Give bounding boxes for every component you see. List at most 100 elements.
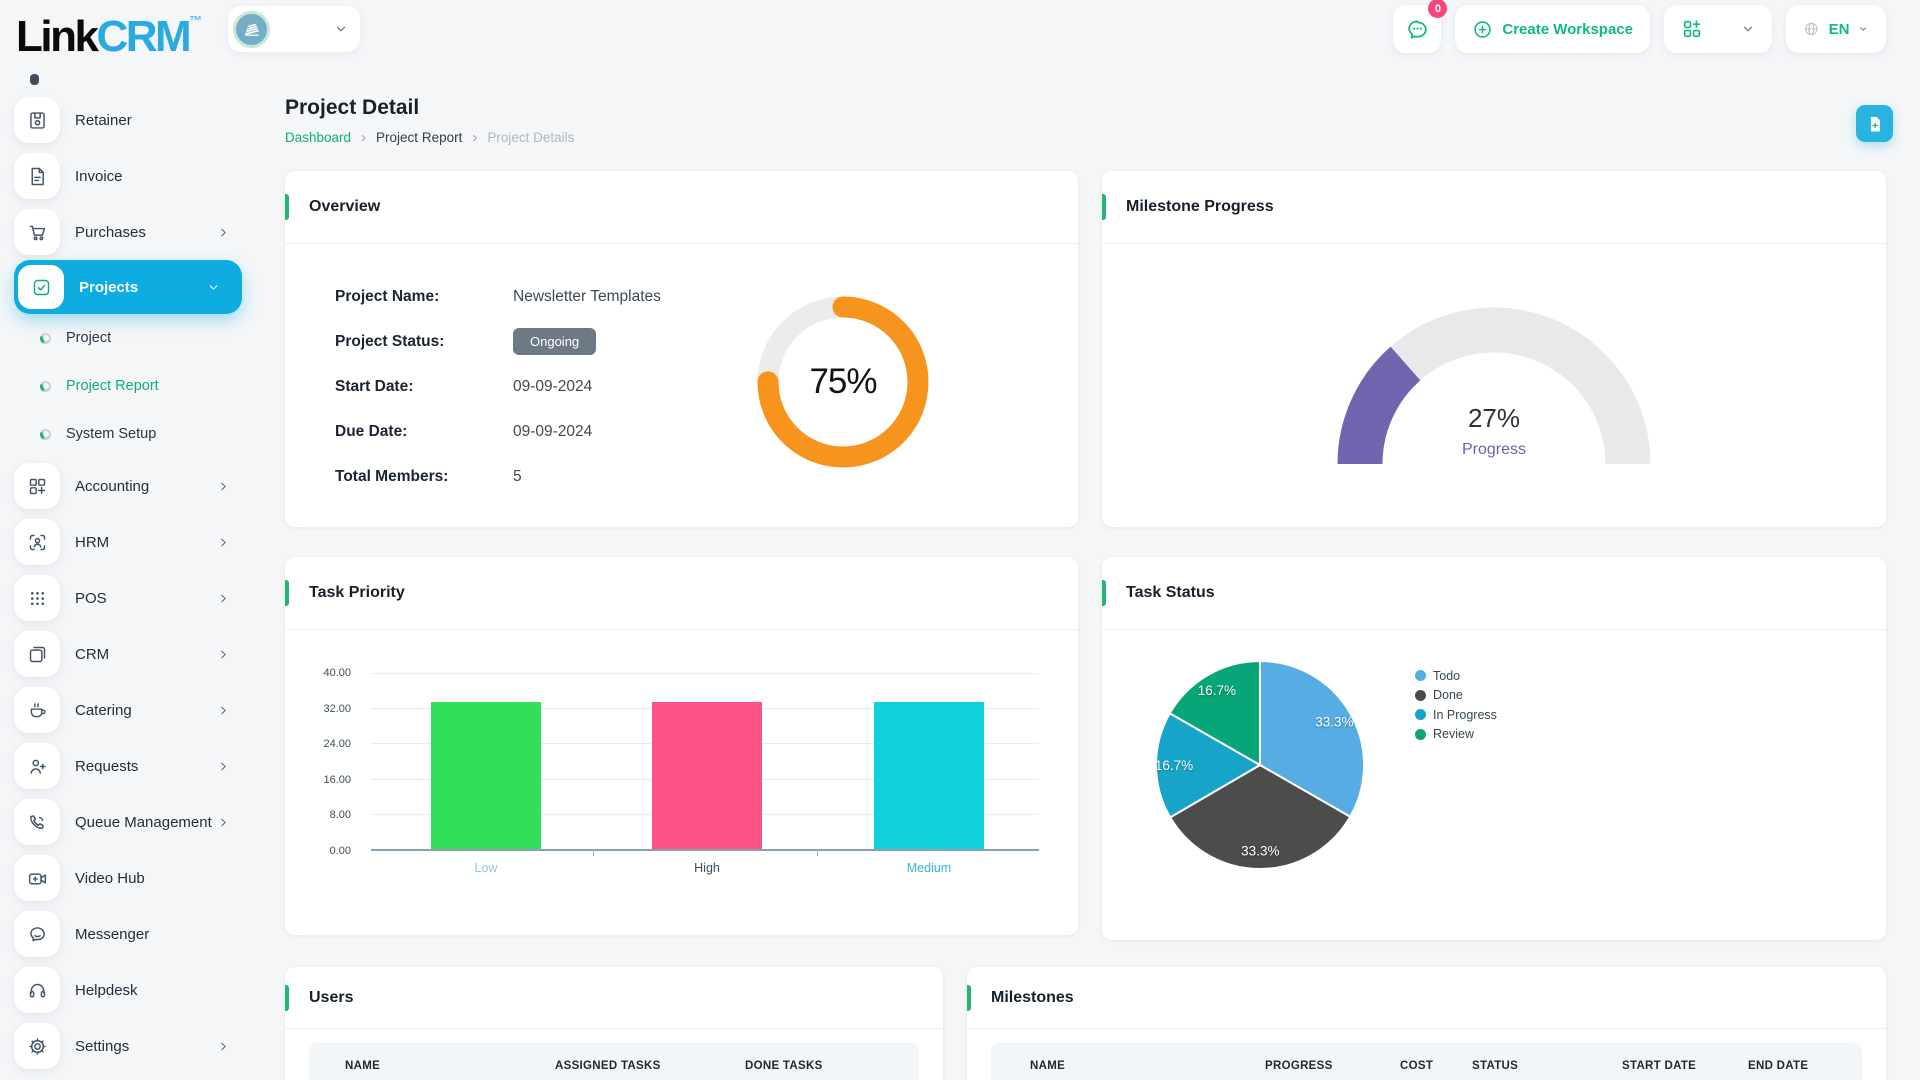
- task-status-card: Task Status 33.3% 33.3% 16.7% 16.7% Todo Don…: [1102, 557, 1886, 940]
- sidebar-item-label: HRM: [75, 533, 110, 551]
- apps-dropdown[interactable]: [1664, 5, 1772, 53]
- pie-slice-done[interactable]: [1168, 763, 1352, 870]
- sidebar-item-pos[interactable]: POS: [14, 570, 252, 626]
- task-priority-yticks: 40.00 32.00 24.00 16.00 8.00 0.00: [299, 667, 365, 857]
- card-accent-bar: [1102, 194, 1106, 220]
- bar-medium[interactable]: [874, 702, 984, 849]
- plus-circle-icon: [1474, 20, 1492, 38]
- logo-text-crm: CRM: [96, 12, 191, 61]
- sidebar-subitem-project[interactable]: Project: [14, 314, 252, 362]
- app-logo[interactable]: LinkCRM™: [16, 0, 202, 66]
- card-header: Users: [285, 967, 943, 1029]
- create-workspace-button[interactable]: Create Workspace: [1455, 5, 1650, 53]
- task-priority-plot: 40.00 32.00 24.00 16.00 8.00 0.00 Low High Medi…: [323, 667, 1039, 875]
- sidebar-item-invoice[interactable]: Invoice: [14, 148, 252, 204]
- chevron-right-icon: [221, 228, 226, 236]
- task-status-pie-svg: 33.3% 33.3% 16.7% 16.7%: [1155, 659, 1365, 870]
- field-label: Due Date:: [335, 422, 408, 440]
- sidebar-item-purchases[interactable]: Purchases: [14, 204, 252, 260]
- column-header-end-date: END DATE: [1748, 1060, 1809, 1072]
- language-code: EN: [1828, 20, 1850, 38]
- card-accent-bar: [1102, 580, 1106, 606]
- y-axis-tick-label: 40.00: [323, 667, 351, 679]
- sidebar-item-video-hub[interactable]: Video Hub: [14, 850, 252, 906]
- milestones-card: Milestones NAME PROGRESS COST STATUS STA…: [967, 967, 1886, 1080]
- sidebar-item-label: Requests: [75, 757, 139, 775]
- sidebar-item-helpdesk[interactable]: Helpdesk: [14, 962, 252, 1018]
- field-project-name: Project Name: Newsletter Templates: [335, 274, 1078, 319]
- sidebar-item-projects[interactable]: Projects: [14, 260, 242, 314]
- field-value: 5: [513, 467, 522, 485]
- card-title: Milestone Progress: [1126, 198, 1274, 215]
- milestone-gauge-sublabel: Progress: [1461, 441, 1527, 458]
- legend-item-in-progress[interactable]: In Progress: [1415, 705, 1497, 725]
- sidebar-item-crm[interactable]: CRM: [14, 626, 252, 682]
- workspace-selector[interactable]: [228, 6, 361, 52]
- bar-high[interactable]: [652, 702, 762, 849]
- task-status-legend: Todo Done In Progress Review: [1415, 666, 1497, 744]
- x-axis-tick: [816, 849, 818, 856]
- language-selector[interactable]: EN: [1786, 5, 1886, 53]
- sidebar-subitem-project-report[interactable]: Project Report: [14, 362, 252, 410]
- sidebar-scroll-thumb[interactable]: [30, 74, 39, 85]
- column-header-cost: COST: [1400, 1060, 1434, 1072]
- invoice-file-icon: [14, 153, 60, 199]
- overlap-squares-icon: [14, 631, 60, 677]
- sidebar-subitem-system-setup[interactable]: System Setup: [14, 410, 252, 458]
- person-scan-icon: [14, 519, 60, 565]
- sidebar-item-settings[interactable]: Settings: [14, 1018, 252, 1074]
- users-table-header: NAME ASSIGNED TASKS DONE TASKS: [309, 1043, 919, 1080]
- pie-slice-review[interactable]: [1168, 659, 1261, 767]
- legend-dot: [1415, 670, 1426, 682]
- pie-slice-in-progress[interactable]: [1155, 711, 1262, 819]
- sidebar-item-label: Messenger: [75, 925, 150, 943]
- column-header-assigned-tasks: ASSIGNED TASKS: [555, 1060, 661, 1072]
- sidebar-item-queue-management[interactable]: Queue Management: [14, 794, 252, 850]
- x-axis-label-medium: Medium: [906, 861, 952, 875]
- column-header-name: NAME: [1030, 1060, 1066, 1072]
- sidebar-item-catering[interactable]: Catering: [14, 682, 252, 738]
- export-report-button[interactable]: [1856, 105, 1893, 142]
- chevron-down-icon: [1743, 26, 1753, 32]
- chat-button[interactable]: 0: [1393, 0, 1448, 53]
- card-accent-bar: [967, 984, 971, 1011]
- completion-donut-value-arc: [757, 296, 929, 468]
- card-header: Overview: [285, 171, 1078, 244]
- sidebar-item-requests[interactable]: Requests: [14, 738, 252, 794]
- legend-label: Review: [1433, 727, 1474, 742]
- field-label: Project Name:: [335, 287, 440, 305]
- dots-grid-icon: [14, 575, 60, 621]
- y-axis-tick-label: 32.00: [323, 702, 351, 715]
- chevron-down-icon: [209, 284, 218, 290]
- chevron-down-icon: [1860, 27, 1867, 31]
- legend-item-review[interactable]: Review: [1415, 725, 1497, 745]
- chevron-right-icon: [221, 482, 226, 490]
- pie-slice-todo[interactable]: [1259, 659, 1365, 819]
- sidebar-item-label: Invoice: [75, 167, 123, 185]
- y-axis-tick-label: 8.00: [329, 809, 351, 822]
- chat-badge: 0: [1428, 0, 1448, 18]
- grid-plus-icon: [14, 463, 60, 509]
- overview-card: Overview Project Name: Newsletter Templa…: [285, 171, 1078, 527]
- breadcrumb-current: Project Details: [487, 130, 575, 145]
- sidebar-item-messenger[interactable]: Messenger: [14, 906, 252, 962]
- card-accent-bar: [285, 984, 289, 1011]
- x-axis-label-high: High: [694, 861, 720, 875]
- milestones-table-header: NAME PROGRESS COST STATUS START DATE END…: [991, 1043, 1862, 1080]
- sidebar-item-hrm[interactable]: HRM: [14, 514, 252, 570]
- sidebar-item-accounting[interactable]: Accounting: [14, 458, 252, 514]
- field-due-date: Due Date: 09-09-2024: [335, 409, 1078, 454]
- legend-item-todo[interactable]: Todo: [1415, 666, 1497, 686]
- sidebar: Retainer Invoice Purchases Projects Proj…: [0, 58, 252, 1080]
- sidebar-item-retainer[interactable]: Retainer: [14, 92, 252, 148]
- progress-ring-icon: [40, 332, 51, 344]
- chat-bubble-icon: [1408, 19, 1427, 39]
- card-title: Task Priority: [309, 584, 405, 601]
- legend-item-done[interactable]: Done: [1415, 686, 1497, 706]
- breadcrumb-project-report[interactable]: Project Report: [376, 130, 463, 145]
- breadcrumb-dashboard[interactable]: Dashboard: [285, 130, 352, 145]
- globe-icon: [1805, 22, 1818, 36]
- coffee-cup-icon: [14, 687, 60, 733]
- users-card: Users NAME ASSIGNED TASKS DONE TASKS: [285, 967, 943, 1080]
- bar-low[interactable]: [431, 702, 541, 849]
